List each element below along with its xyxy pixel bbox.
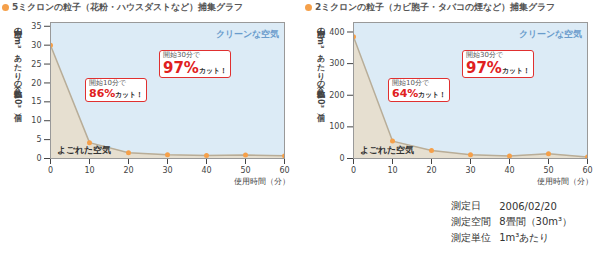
svg-text:200: 200 (329, 91, 344, 100)
svg-text:30: 30 (162, 166, 172, 175)
html-text:開始10分で: 開始10分で (89, 79, 126, 87)
svg-text:300: 300 (329, 59, 344, 68)
svg-text:10: 10 (387, 166, 397, 175)
svg-text:よごれた空気: よごれた空気 (57, 145, 111, 155)
html-text:測定単位: 測定単位 (451, 232, 492, 243)
svg-text:クリーンな空気: クリーンな空気 (519, 29, 582, 39)
html-text:97%: 97% (163, 58, 199, 77)
html-text:2006/02/20: 2006/02/20 (499, 200, 557, 212)
svg-text:10: 10 (31, 116, 41, 125)
html-text:86%カット！: 86%カット！ (89, 86, 144, 100)
svg-text:15: 15 (31, 97, 41, 106)
html-text:室内の1m³あたりの粒子数（×10³個）: 室内の1m³あたりの粒子数（×10³個） (316, 22, 325, 108)
svg-text:使用時間（分）: 使用時間（分） (537, 177, 593, 186)
html-text:97%: 97% (466, 58, 502, 77)
svg-text:30: 30 (31, 41, 41, 50)
html-text:開始30分で: 開始30分で (163, 51, 200, 59)
html-text:開始10分で: 開始10分で (392, 79, 429, 87)
html-text:測定日: 測定日 (451, 200, 482, 211)
svg-text:クリーンな空気: クリーンな空気 (216, 29, 279, 39)
svg-text:よごれた空気: よごれた空気 (360, 145, 414, 155)
html-text:測定空間: 測定空間 (451, 216, 492, 227)
svg-text:25: 25 (31, 60, 41, 69)
svg-text:0: 0 (339, 154, 344, 163)
svg-text:20: 20 (123, 166, 133, 175)
svg-text:400: 400 (329, 28, 344, 37)
svg-text:5: 5 (36, 135, 41, 144)
html-text:室内の1m³あたりの粒子数（×10³個）: 室内の1m³あたりの粒子数（×10³個） (13, 22, 22, 108)
html-text:2ミクロンの粒子（カビ胞子・タバコの煙など）捕集グラフ: 2ミクロンの粒子（カビ胞子・タバコの煙など）捕集グラフ (315, 2, 556, 12)
html-text:カット！: カット！ (198, 66, 227, 75)
html-text:1m³あたり: 1m³あたり (499, 232, 550, 243)
html-text:64%カット！: 64%カット！ (392, 86, 447, 100)
svg-text:10: 10 (84, 166, 94, 175)
svg-text:使用時間（分）: 使用時間（分） (234, 177, 290, 186)
svg-text:40: 40 (201, 166, 211, 175)
html-text:開始30分で: 開始30分で (466, 51, 503, 59)
html-text:8畳間（30m³）: 8畳間（30m³） (499, 216, 572, 227)
svg-text:0: 0 (351, 166, 356, 175)
svg-text:60: 60 (582, 166, 592, 175)
svg-text:20: 20 (426, 166, 436, 175)
svg-text:35: 35 (31, 22, 41, 31)
svg-text:20: 20 (31, 79, 41, 88)
svg-text:0: 0 (36, 154, 41, 163)
svg-text:30: 30 (465, 166, 475, 175)
html-text:カット！: カット！ (501, 66, 530, 75)
svg-text:40: 40 (504, 166, 514, 175)
svg-text:0: 0 (48, 166, 53, 175)
svg-text:50: 50 (240, 166, 250, 175)
svg-text:60: 60 (279, 166, 289, 175)
svg-text:100: 100 (329, 122, 344, 131)
svg-text:50: 50 (543, 166, 553, 175)
html-text:5ミクロンの粒子（花粉・ハウスダストなど）捕集グラフ: 5ミクロンの粒子（花粉・ハウスダストなど）捕集グラフ (12, 2, 244, 12)
